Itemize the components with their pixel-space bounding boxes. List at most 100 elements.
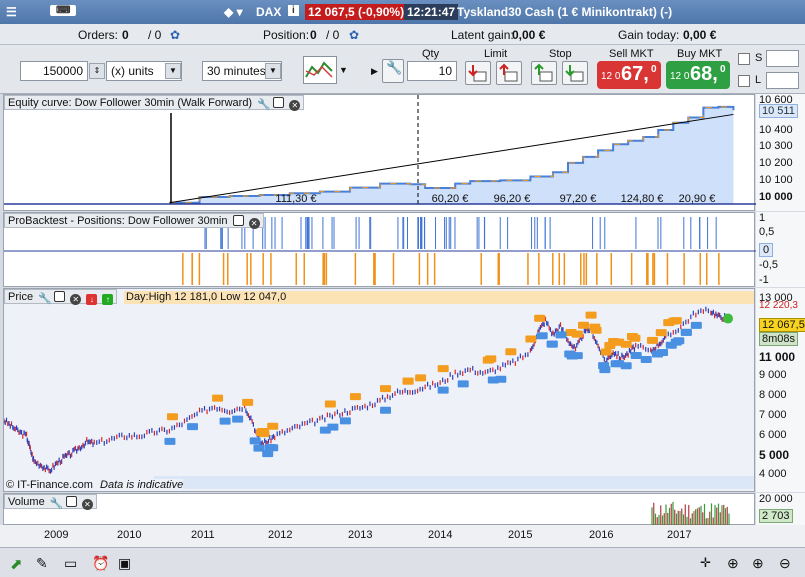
l-input[interactable]: [766, 72, 799, 89]
window-icon[interactable]: [273, 97, 285, 108]
zoom-fit-icon[interactable]: ⊕: [727, 555, 739, 571]
timeframe-select[interactable]: 30 minutes: [202, 61, 282, 81]
s-input[interactable]: [766, 50, 799, 67]
stop-sell-icon: [565, 65, 584, 82]
wrench-icon[interactable]: 🔧: [257, 99, 271, 111]
sell-signal-marker: [600, 348, 612, 356]
position-settings-icon[interactable]: ✿: [349, 28, 360, 42]
equity-trade-label: 97,20 €: [560, 193, 597, 205]
price-ytick: 6 000: [759, 429, 787, 441]
equity-ytick: 10 000: [759, 191, 793, 203]
buy-signal-marker: [339, 417, 351, 425]
equity-ytick: 10 200: [759, 157, 793, 169]
qty-input[interactable]: 10: [407, 61, 457, 81]
sell-arrow-icon[interactable]: ↓: [86, 294, 98, 305]
stop-header: Stop: [549, 48, 572, 60]
backtest-plot: [4, 217, 756, 285]
price-change-badge: 12 067,5 (-0,90%): [305, 4, 408, 20]
latent-gain-value: 0,00 €: [512, 28, 546, 42]
backtest-ytick: 0,5: [759, 226, 775, 238]
bar-countdown: 8m08s: [759, 332, 799, 346]
quantity-input[interactable]: 150000: [20, 61, 88, 81]
limit-sell-button[interactable]: [465, 61, 491, 85]
sell-signal-marker: [437, 365, 449, 373]
buy-signal-marker: [262, 450, 274, 458]
text-tool-icon[interactable]: ▭: [64, 555, 78, 571]
close-icon[interactable]: ✕: [289, 100, 301, 111]
price-current-value: 12 067,5: [759, 318, 805, 332]
close-icon[interactable]: ✕: [248, 218, 260, 229]
wrench-icon[interactable]: 🔧: [49, 498, 64, 510]
units-dropdown-icon[interactable]: ▼: [165, 63, 181, 79]
instrument-name[interactable]: DAX: [256, 5, 282, 19]
drawing-tools-icon[interactable]: ✎: [36, 555, 48, 571]
units-select[interactable]: (x) units: [106, 61, 182, 81]
zoom-in-icon[interactable]: ⊕: [752, 555, 764, 571]
limit-header: Limit: [484, 48, 508, 60]
buy-signal-marker: [187, 423, 198, 431]
low-strip: [154, 476, 754, 489]
screenshot-icon[interactable]: ▣: [118, 555, 132, 571]
timeframe-dropdown-icon[interactable]: ▼: [265, 63, 281, 79]
stop-sell-button[interactable]: [562, 61, 588, 85]
close-icon[interactable]: ✕: [81, 499, 93, 510]
price-top-value: 12 220,3: [759, 300, 798, 311]
zoom-out-icon[interactable]: ⊖: [779, 555, 791, 571]
buy-price-prefix: 12 0: [670, 71, 690, 82]
menu-icon[interactable]: ☰: [6, 5, 17, 19]
instrument-dropdown-icon[interactable]: ◆ ▾: [224, 5, 243, 19]
window-icon[interactable]: [65, 496, 77, 507]
collapse-arrow-icon[interactable]: ▶: [371, 66, 378, 76]
sell-signal-marker: [324, 400, 336, 408]
limit-buy-button[interactable]: [496, 61, 522, 85]
backtest-ytick: -0,5: [759, 259, 778, 271]
account-info-bar: Orders: 0 / 0 ✿ Position: 0 / 0 ✿ Latent…: [0, 24, 805, 45]
wrench-button[interactable]: 🔧: [382, 59, 404, 83]
buy-signal-marker: [564, 350, 576, 358]
volume-title-text: Volume: [8, 496, 45, 508]
orders-settings-icon[interactable]: ✿: [170, 28, 181, 42]
info-icon[interactable]: i: [288, 5, 299, 16]
s-checkbox[interactable]: [738, 53, 750, 65]
buy-signal-marker: [546, 340, 558, 348]
close-icon[interactable]: ✕: [70, 294, 82, 305]
l-checkbox[interactable]: [738, 75, 750, 87]
backtest-panel-title: ProBacktest - Positions: Dow Follower 30…: [4, 213, 264, 229]
buy-arrow-icon[interactable]: ↑: [102, 294, 114, 305]
buy-signal-marker: [164, 437, 176, 445]
sell-mkt-button[interactable]: 12 0 67, 0: [597, 61, 661, 89]
crosshair-icon[interactable]: ✛: [700, 555, 711, 570]
sell-signal-marker: [626, 332, 638, 340]
price-ytick: 11 000: [759, 350, 796, 364]
equity-panel-title: Equity curve: Dow Follower 30min (Walk F…: [4, 95, 305, 111]
buy-signal-marker: [437, 386, 449, 394]
indicators-button[interactable]: [303, 56, 337, 84]
keyboard-icon[interactable]: ⌨: [50, 5, 77, 16]
position-total: / 0: [326, 28, 340, 42]
limit-buy-icon: [499, 63, 518, 82]
window-icon[interactable]: [54, 291, 66, 302]
window-icon[interactable]: [232, 215, 244, 226]
stop-buy-button[interactable]: [531, 61, 557, 85]
buy-price-main: 68,: [690, 63, 718, 85]
position-count: 0: [310, 28, 317, 42]
volume-y-axis: 20 000 2 703: [756, 493, 805, 525]
title-bar: ☰ ⌨ ◆ ▾ DAX i 12 067,5 (-0,90%) 12:21:47…: [0, 0, 805, 24]
alert-icon[interactable]: ⏰: [92, 555, 110, 571]
equity-ytick: 10 400: [759, 124, 793, 136]
equity-chart[interactable]: 111,30 € 60,20 € 96,20 € 97,20 € 124,80 € 20,…: [3, 94, 756, 211]
buy-mkt-button[interactable]: 12 0 68, 0: [666, 61, 730, 89]
buy-price-decimal: 0: [720, 64, 726, 75]
disclaimer-text: Data is indicative: [100, 479, 184, 491]
add-indicator-icon[interactable]: ⬈: [10, 556, 23, 573]
equity-trade-label: 60,20 €: [432, 193, 469, 205]
sell-signal-marker: [604, 342, 616, 350]
buy-signal-marker: [249, 437, 261, 445]
wrench-icon[interactable]: 🔧: [38, 293, 52, 305]
indicators-dropdown-icon[interactable]: ▼: [339, 65, 348, 75]
volume-chart[interactable]: [3, 493, 755, 525]
price-chart[interactable]: Day:High 12 181,0 Low 12 047,0 © IT-Fina…: [3, 288, 755, 492]
time-axis: 2009 2010 2011 2012 2013 2014 2015 2016 …: [0, 525, 805, 547]
sell-signal-marker: [485, 355, 497, 363]
quantity-stepper[interactable]: ⇕: [89, 63, 105, 79]
